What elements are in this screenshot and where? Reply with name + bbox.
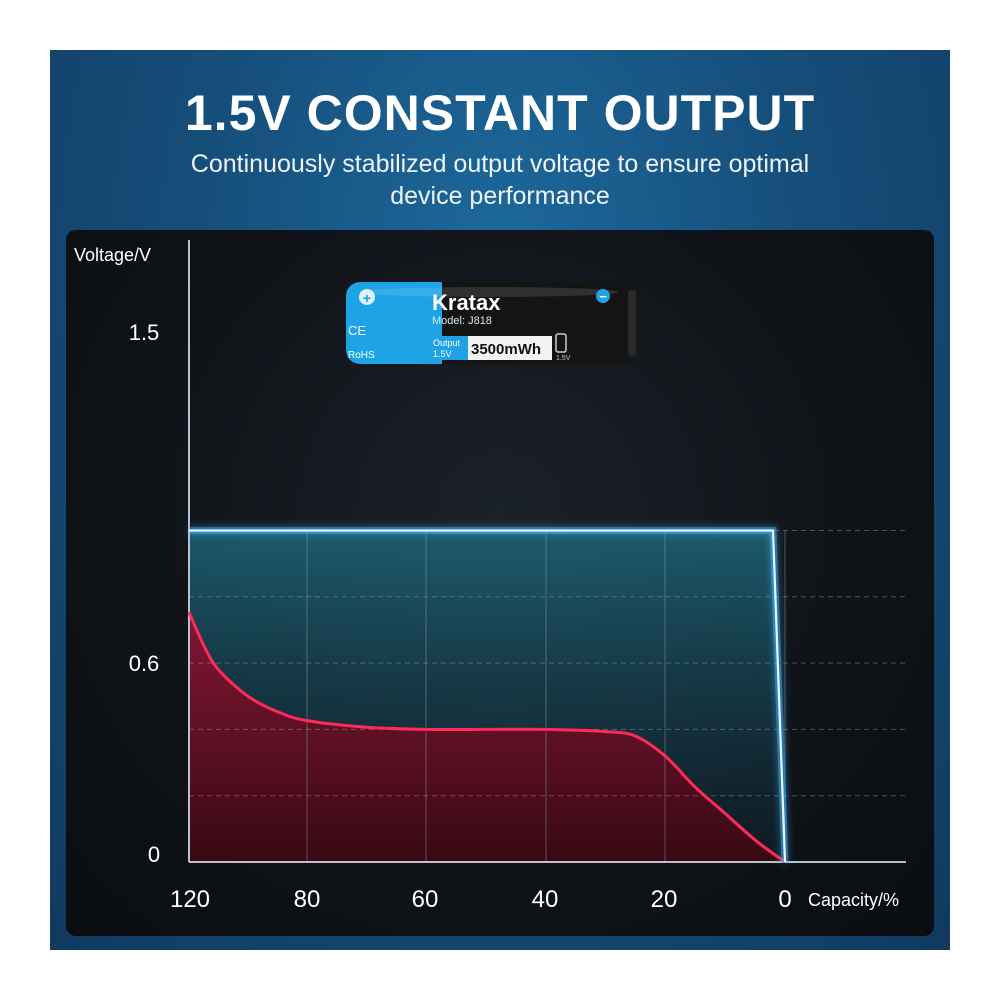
plus-sign: + bbox=[363, 290, 371, 306]
page-title: 1.5V CONSTANT OUTPUT bbox=[184, 85, 816, 141]
minus-terminal-icon bbox=[596, 289, 610, 303]
declining-series-line bbox=[187, 611, 786, 864]
subtitle-line-1: Continuously stabilized output voltage t… bbox=[190, 150, 810, 178]
x-tick-label: 60 bbox=[412, 886, 439, 913]
x-tick-label: 20 bbox=[651, 886, 678, 913]
battery-side-voltage: 1.5V bbox=[556, 355, 571, 362]
x-tick-label: 40 bbox=[532, 886, 559, 913]
page-subtitle: Continuously stabilized output voltage t… bbox=[0, 148, 1000, 212]
voltage-capacity-chart: 1.5 0.6 0 120 80 60 40 20 0 Voltage/V Ca… bbox=[74, 240, 906, 913]
battery-level-icon bbox=[555, 333, 567, 353]
subtitle-line-2: device performance bbox=[390, 182, 610, 210]
x-tick-label: 80 bbox=[294, 886, 321, 913]
x-tick-label: 120 bbox=[170, 886, 210, 913]
battery-illustration: + − Kratax Model: J818 CE RoHS Output 1.… bbox=[346, 282, 636, 364]
battery-output-label: Output bbox=[433, 338, 461, 348]
y-tick-label: 0.6 bbox=[129, 651, 160, 676]
chart-card: 1.5 0.6 0 120 80 60 40 20 0 Voltage/V Ca… bbox=[66, 230, 934, 936]
minus-sign: − bbox=[599, 289, 607, 304]
plus-terminal-icon bbox=[359, 289, 375, 305]
declining-area-fill bbox=[189, 612, 785, 862]
x-axis-title: Capacity/% bbox=[808, 890, 899, 910]
battery-output-box bbox=[430, 336, 468, 360]
x-tick-label: 0 bbox=[778, 886, 791, 913]
battery-brand: Kratax bbox=[432, 290, 501, 315]
battery-cert-ce: CE bbox=[348, 323, 366, 338]
battery-output-value: 1.5V bbox=[433, 349, 452, 359]
battery-model: Model: J818 bbox=[432, 315, 492, 327]
y-tick-label: 0 bbox=[148, 842, 160, 867]
battery-capacity-box bbox=[468, 336, 552, 360]
battery-capacity: 3500mWh bbox=[471, 341, 541, 358]
y-axis-title: Voltage/V bbox=[74, 245, 151, 265]
battery-cap bbox=[628, 290, 636, 356]
y-tick-label: 1.5 bbox=[129, 320, 160, 345]
battery-cert-rohs: RoHS bbox=[348, 350, 375, 361]
battery-highlight bbox=[358, 287, 618, 297]
constant-series-line bbox=[189, 529, 787, 863]
